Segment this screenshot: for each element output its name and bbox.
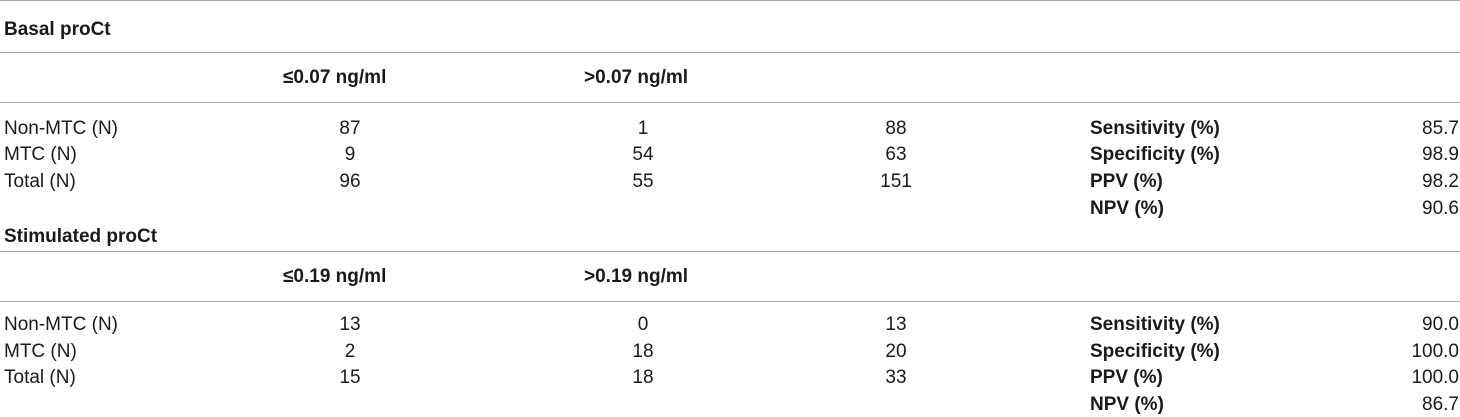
cell-value: 55	[632, 171, 654, 192]
cell-total: 20	[885, 341, 907, 362]
cell-total: 151	[880, 171, 912, 192]
metric-value: 85.7	[1422, 118, 1459, 139]
cell-value: 15	[339, 367, 361, 388]
cell-value: 96	[339, 171, 361, 192]
metric-label: Sensitivity (%)	[1090, 118, 1220, 139]
metric-value: 100.0	[1411, 341, 1459, 362]
cell-value: 2	[344, 341, 356, 362]
row-label: Non-MTC (N)	[4, 314, 118, 335]
cell-value: 13	[339, 314, 361, 335]
metric-label: NPV (%)	[1090, 198, 1164, 219]
metric-value: 98.2	[1422, 171, 1459, 192]
metric-value: 100.0	[1411, 367, 1459, 388]
header-stimulated-high: >0.19 ng/ml	[584, 266, 689, 287]
metric-label: Sensitivity (%)	[1090, 314, 1220, 335]
cell-total: 88	[885, 118, 907, 139]
metric-value: 86.7	[1422, 394, 1459, 415]
cell-total: 33	[885, 367, 907, 388]
row-label: Total (N)	[4, 367, 76, 388]
metric-value: 90.0	[1422, 314, 1459, 335]
section-rule-stimulated	[0, 251, 1460, 252]
header-stimulated-low: ≤0.19 ng/ml	[283, 266, 387, 287]
cell-value: 0	[637, 314, 649, 335]
metric-label: PPV (%)	[1090, 367, 1163, 388]
header-basal-low: ≤0.07 ng/ml	[283, 67, 387, 88]
cell-value: 1	[637, 118, 649, 139]
header-basal-high: >0.07 ng/ml	[584, 67, 689, 88]
row-label: Total (N)	[4, 171, 76, 192]
section-title-stimulated: Stimulated proCt	[4, 226, 158, 247]
cell-total: 63	[885, 144, 907, 165]
cell-value: 18	[632, 367, 654, 388]
cell-total: 13	[885, 314, 907, 335]
metric-label: NPV (%)	[1090, 394, 1164, 415]
header-rule-basal	[0, 102, 1460, 103]
metric-label: Specificity (%)	[1090, 341, 1220, 362]
metric-value: 98.9	[1422, 144, 1459, 165]
section-title-basal: Basal proCt	[4, 19, 111, 40]
row-label: MTC (N)	[4, 341, 77, 362]
cell-value: 18	[632, 341, 654, 362]
header-rule-stimulated	[0, 301, 1460, 302]
cell-value: 9	[344, 144, 356, 165]
row-label: MTC (N)	[4, 144, 77, 165]
section-rule-basal	[0, 52, 1460, 53]
metric-label: PPV (%)	[1090, 171, 1163, 192]
row-label: Non-MTC (N)	[4, 118, 118, 139]
top-rule	[0, 0, 1460, 1]
cell-value: 54	[632, 144, 654, 165]
cell-value: 87	[339, 118, 361, 139]
metric-value: 90.6	[1422, 198, 1459, 219]
metric-label: Specificity (%)	[1090, 144, 1220, 165]
